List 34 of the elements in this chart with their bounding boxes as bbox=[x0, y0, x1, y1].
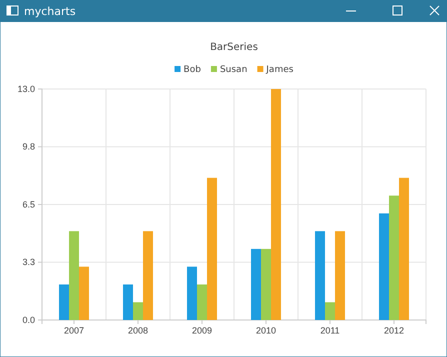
y-tick-label: 3.3 bbox=[22, 257, 35, 268]
y-tick-label: 6.5 bbox=[22, 199, 35, 210]
bar bbox=[143, 231, 153, 320]
x-tick-label: 2009 bbox=[192, 325, 212, 336]
bar bbox=[315, 231, 325, 320]
bar bbox=[197, 284, 207, 320]
legend-label: James bbox=[265, 65, 294, 75]
x-tick-label: 2007 bbox=[64, 325, 84, 336]
bar bbox=[187, 266, 197, 320]
chart-title: BarSeries bbox=[210, 42, 258, 53]
bar bbox=[325, 302, 335, 320]
bar bbox=[399, 178, 409, 320]
x-tick-label: 2010 bbox=[256, 325, 276, 336]
legend-label: Susan bbox=[220, 65, 248, 75]
y-tick-label: 0.0 bbox=[22, 314, 35, 325]
x-tick-label: 2011 bbox=[320, 325, 340, 336]
bar bbox=[207, 178, 217, 320]
bar bbox=[335, 231, 345, 320]
bar bbox=[69, 231, 79, 320]
text: mycharts bbox=[24, 5, 76, 18]
y-tick-label: 13.0 bbox=[17, 84, 35, 94]
bar bbox=[271, 89, 281, 320]
bar bbox=[389, 196, 399, 320]
bar bbox=[59, 284, 69, 320]
bar bbox=[123, 284, 133, 320]
bar bbox=[251, 248, 261, 320]
bar bbox=[379, 213, 389, 320]
legend-label: Bob bbox=[184, 65, 202, 75]
x-tick-label: 2012 bbox=[384, 325, 404, 336]
bar bbox=[261, 248, 271, 320]
x-tick-label: 2008 bbox=[128, 325, 148, 336]
bar bbox=[79, 266, 89, 320]
bar bbox=[133, 302, 143, 320]
y-tick-label: 9.8 bbox=[22, 142, 35, 152]
